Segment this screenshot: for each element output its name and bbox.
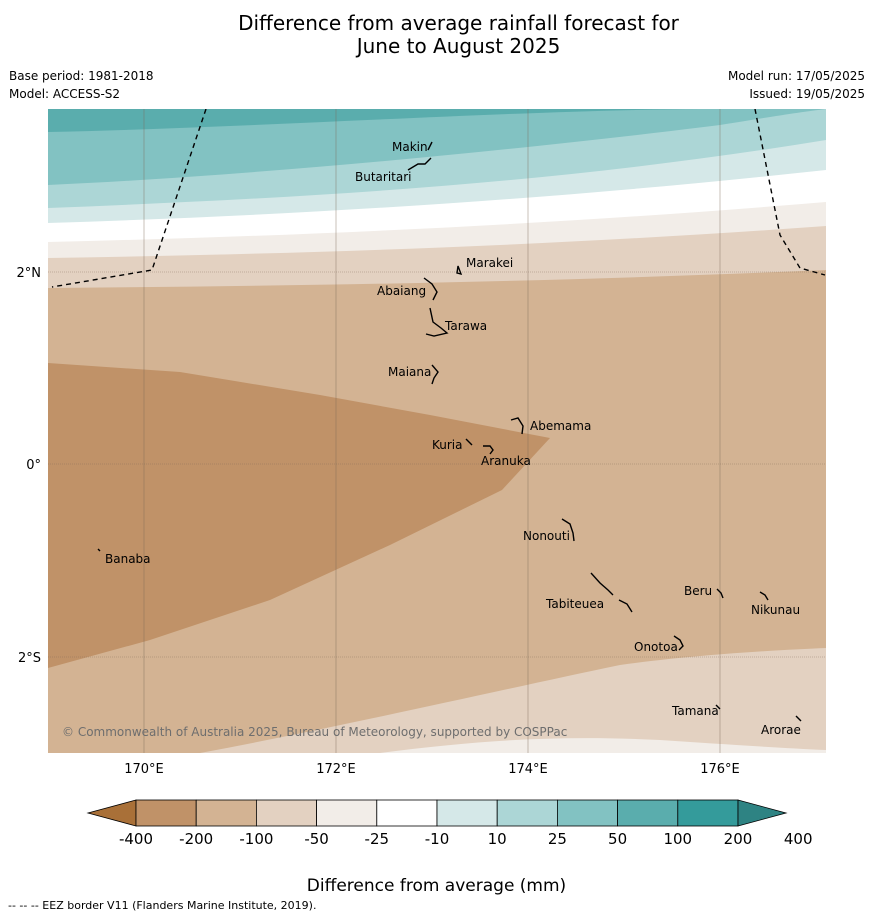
label-nikunau: Nikunau bbox=[751, 603, 800, 617]
island-onotoa bbox=[673, 635, 684, 651]
eez-border bbox=[51, 109, 826, 288]
island-butaritari bbox=[407, 157, 432, 171]
colorbar-swatch bbox=[316, 799, 378, 827]
colorbar-swatch bbox=[496, 799, 558, 827]
lat-tick-2s: 2°S bbox=[18, 651, 41, 666]
label-tamana: Tamana bbox=[671, 704, 719, 718]
model-run: Model run: 17/05/2025 bbox=[727, 69, 865, 83]
island-abaiang bbox=[423, 277, 438, 301]
label-butaritari: Butaritari bbox=[355, 170, 412, 184]
colorbar-tick-label: 100 bbox=[663, 830, 692, 848]
label-nonouti: Nonouti bbox=[523, 529, 570, 543]
island-abemama bbox=[510, 417, 524, 435]
label-makin: Makin bbox=[392, 140, 428, 154]
band-south-minus-25-10 bbox=[380, 738, 826, 753]
colorbar-tick-label: 25 bbox=[548, 830, 567, 848]
islands bbox=[97, 141, 802, 722]
model-name: Model: ACCESS-S2 bbox=[9, 87, 121, 101]
island-banaba bbox=[97, 548, 101, 552]
island-tarawa bbox=[425, 307, 449, 337]
island-aranuka bbox=[483, 445, 494, 455]
lon-tick-176e: 176°E bbox=[700, 762, 740, 777]
label-maiana: Maiana bbox=[388, 365, 431, 379]
colorbar-tick-label: 50 bbox=[608, 830, 627, 848]
colorbar-tick-label: -50 bbox=[304, 830, 329, 848]
colorbar-swatch bbox=[376, 799, 438, 827]
colorbar-swatch bbox=[255, 799, 317, 827]
label-beru: Beru bbox=[684, 584, 712, 598]
colorbar-tick-label: 10 bbox=[488, 830, 507, 848]
meta-right: Model run: 17/05/2025 Issued: 19/05/2025 bbox=[728, 67, 865, 103]
island-tamana bbox=[715, 704, 721, 710]
island-beru bbox=[716, 588, 724, 599]
island-arorae bbox=[795, 715, 802, 722]
eez-footnote: -- -- -- EEZ border V11 (Flanders Marine… bbox=[8, 899, 317, 912]
band-minus-200-100 bbox=[48, 363, 550, 668]
island-marakei bbox=[456, 265, 463, 276]
island-makin bbox=[427, 141, 433, 151]
label-arorae: Arorae bbox=[761, 723, 801, 737]
lat-tick-0: 0° bbox=[26, 458, 41, 473]
copyright-notice: © Commonwealth of Australia 2025, Bureau… bbox=[62, 725, 567, 739]
island-labels: Makin Butaritari Marakei Abaiang Tarawa … bbox=[105, 140, 801, 737]
label-kuria: Kuria bbox=[432, 438, 463, 452]
colorbar-tick-label: 200 bbox=[724, 830, 753, 848]
colorbar: -400 -200 -100 -50 -25 -10 10 25 50 100 200 400 bbox=[86, 799, 813, 848]
label-tabiteuea: Tabiteuea bbox=[545, 597, 604, 611]
colorbar-tick-label: -400 bbox=[119, 830, 153, 848]
label-abemama: Abemama bbox=[530, 419, 591, 433]
colorbar-swatch bbox=[135, 799, 197, 827]
label-marakei: Marakei bbox=[466, 256, 513, 270]
label-abaiang: Abaiang bbox=[377, 284, 426, 298]
colorbar-tick-label: -100 bbox=[239, 830, 273, 848]
meta-left: Base period: 1981-2018 Model: ACCESS-S2 bbox=[9, 67, 154, 103]
map-plot-area: Makin Butaritari Marakei Abaiang Tarawa … bbox=[48, 109, 826, 753]
island-maiana bbox=[431, 364, 439, 385]
band-south-minus-50-25 bbox=[48, 648, 826, 753]
lon-tick-172e: 172°E bbox=[316, 762, 356, 777]
colorbar-extend-high bbox=[737, 799, 788, 827]
title-line-2: June to August 2025 bbox=[356, 34, 561, 58]
title-line-1: Difference from average rainfall forecas… bbox=[238, 11, 679, 35]
colorbar-tick-label: -10 bbox=[425, 830, 450, 848]
colorbar-swatch bbox=[436, 799, 498, 827]
chart-title: Difference from average rainfall forecas… bbox=[0, 12, 873, 58]
label-aranuka: Aranuka bbox=[481, 454, 531, 468]
axis-labels: 170°E 172°E 174°E 176°E 2°N 0° 2°S bbox=[17, 266, 740, 777]
colorbar-tick-label: 400 bbox=[784, 830, 813, 848]
colorbar-tick-label: -25 bbox=[365, 830, 390, 848]
island-kuria bbox=[465, 438, 473, 446]
base-period: Base period: 1981-2018 bbox=[9, 69, 154, 83]
gridlines bbox=[48, 109, 826, 753]
island-nikunau bbox=[759, 591, 769, 601]
lon-tick-174e: 174°E bbox=[508, 762, 548, 777]
label-banaba: Banaba bbox=[105, 552, 151, 566]
colorbar-swatch bbox=[195, 799, 257, 827]
issued-date: Issued: 19/05/2025 bbox=[749, 87, 865, 101]
colorbar-label: Difference from average (mm) bbox=[306, 876, 567, 896]
colorbar-swatch bbox=[677, 799, 739, 827]
colorbar-swatch bbox=[617, 799, 679, 827]
lat-tick-2n: 2°N bbox=[17, 266, 42, 281]
label-tarawa: Tarawa bbox=[444, 319, 487, 333]
island-nonouti bbox=[561, 518, 575, 542]
colorbar-swatch bbox=[557, 799, 619, 827]
label-onotoa: Onotoa bbox=[634, 640, 678, 654]
island-tabiteuea bbox=[590, 572, 633, 613]
colorbar-extend-low bbox=[86, 799, 137, 827]
colorbar-tick-label: -200 bbox=[179, 830, 213, 848]
lon-tick-170e: 170°E bbox=[124, 762, 164, 777]
